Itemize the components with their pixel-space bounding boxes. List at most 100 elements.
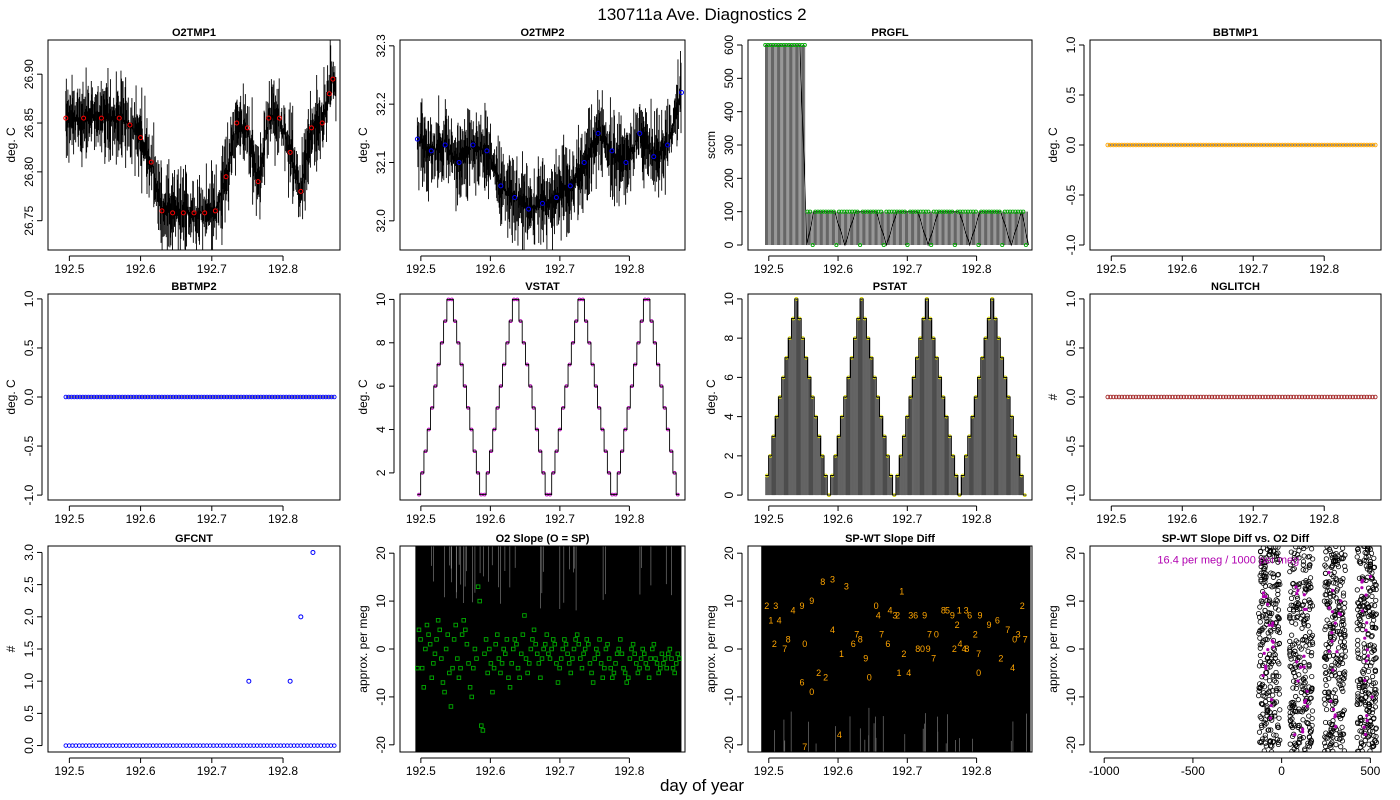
- data-point: [1372, 612, 1378, 618]
- data-point: [1150, 142, 1156, 148]
- data-point: [624, 680, 629, 685]
- data-point: [1105, 142, 1110, 148]
- data-point: [1366, 703, 1372, 710]
- highlight-point: [1271, 621, 1275, 625]
- data-point: [512, 195, 518, 200]
- x-tick-label: -500: [1181, 764, 1205, 778]
- data-point: [1355, 699, 1361, 705]
- data-point: [238, 394, 244, 400]
- y-tick-label: 0: [722, 241, 736, 248]
- plot-frame: [47, 293, 341, 501]
- data-point: [1306, 713, 1312, 719]
- data-point: [1371, 647, 1377, 654]
- data-point: [876, 209, 881, 214]
- data-point: [91, 394, 97, 400]
- data-point: [1309, 546, 1315, 552]
- data-point: [1153, 142, 1158, 148]
- data-point: [1325, 601, 1331, 607]
- y-tick-label: 1.0: [22, 290, 36, 307]
- data-point: [1330, 614, 1336, 620]
- x-tick-label: 192.6: [823, 512, 853, 526]
- data-point: [1000, 242, 1005, 248]
- y-axis: 2 4 6 8 10: [374, 292, 395, 476]
- data-point: [1332, 694, 1338, 700]
- y-tick-label: 1.0: [1064, 36, 1078, 53]
- data-point: [1293, 546, 1299, 550]
- highlight-point: [1331, 668, 1335, 672]
- data-point: [1272, 652, 1278, 658]
- highlight-point: [1261, 591, 1266, 595]
- y-tick-label: -10: [374, 688, 388, 706]
- data-point: [1358, 394, 1364, 400]
- data-point: [1272, 710, 1278, 716]
- data-point: [1290, 685, 1296, 691]
- data-point: [1181, 394, 1187, 400]
- data-point: [1274, 685, 1280, 692]
- x-tick-label: 192.8: [1309, 512, 1339, 526]
- data-point: [950, 209, 955, 214]
- data-point: [81, 115, 87, 121]
- data-point: [1246, 394, 1251, 400]
- data-point: [1302, 668, 1308, 674]
- data-point: [148, 159, 154, 165]
- data-point: [1263, 613, 1269, 619]
- data-point: [1340, 576, 1346, 582]
- figure-xlabel: day of year: [660, 776, 744, 795]
- data-point: [842, 209, 847, 214]
- data-point: [432, 651, 438, 657]
- x-tick-label: 192.7: [892, 512, 922, 526]
- data-point: [627, 656, 633, 661]
- data-point: [576, 641, 582, 647]
- data-point: [1362, 737, 1368, 744]
- data-point: [1330, 142, 1336, 148]
- y-tick-label: 26.85: [22, 108, 36, 138]
- data-point: [1325, 644, 1332, 650]
- data-point: [230, 394, 235, 400]
- y-tick-label: 6: [722, 374, 736, 381]
- data-point: [1373, 733, 1379, 740]
- x-tick-label: 192.8: [962, 764, 992, 778]
- data-point: [472, 646, 478, 652]
- data-point: [128, 394, 134, 400]
- y-tick-label: 0: [374, 645, 388, 652]
- data-point: [1321, 598, 1328, 604]
- data-point: [1341, 748, 1347, 752]
- data-point: [637, 130, 643, 136]
- plot-area: [1105, 394, 1378, 400]
- data-point: [1232, 142, 1237, 148]
- data-point: [1209, 394, 1215, 400]
- data-point: [618, 637, 623, 642]
- plot-frame: [747, 545, 1033, 753]
- data-point: [1303, 586, 1309, 592]
- data-point: [1326, 668, 1332, 674]
- data-point: [971, 209, 976, 214]
- data-point: [792, 42, 797, 48]
- data-point: [1316, 142, 1322, 148]
- data-point: [1275, 614, 1281, 621]
- data-point: [1262, 732, 1268, 738]
- data-point: [1341, 605, 1347, 611]
- data-point: [317, 394, 323, 400]
- data-point: [1275, 624, 1281, 630]
- data-point: [815, 209, 821, 214]
- data-point: [1305, 648, 1311, 654]
- data-point: [1355, 696, 1361, 702]
- highlight-point: [1301, 727, 1305, 731]
- data-point: [1327, 594, 1334, 600]
- data-point: [1355, 647, 1361, 653]
- point-label: 0: [976, 668, 981, 678]
- data-point: [1273, 546, 1279, 550]
- data-point: [1302, 394, 1308, 400]
- data-point: [1322, 743, 1329, 749]
- data-point: [474, 656, 479, 661]
- data-point: [611, 670, 617, 676]
- data-point: [1371, 603, 1378, 609]
- data-point: [871, 209, 876, 214]
- data-point: [442, 689, 447, 695]
- data-point: [1332, 700, 1338, 706]
- data-point: [547, 656, 553, 661]
- data-point: [675, 651, 681, 657]
- data-point: [892, 209, 897, 214]
- data-point: [148, 394, 153, 400]
- data-point: [955, 209, 960, 214]
